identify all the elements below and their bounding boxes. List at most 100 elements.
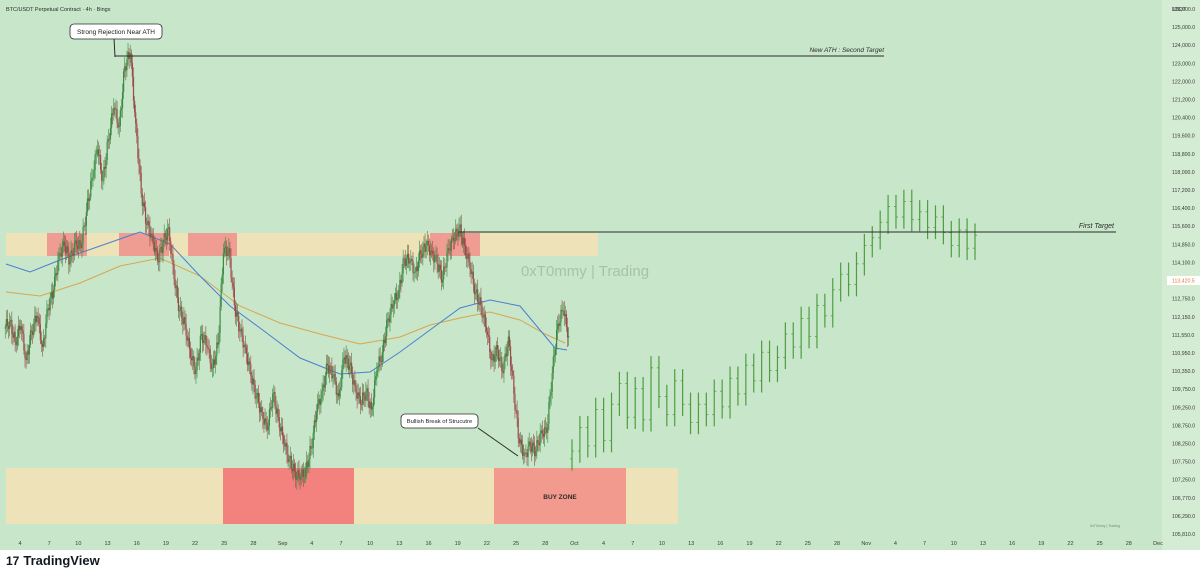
candle-body xyxy=(410,259,412,262)
candle-body xyxy=(49,297,51,311)
candle-body xyxy=(379,356,381,361)
candle-body xyxy=(401,273,403,284)
candle-body xyxy=(216,342,218,356)
price-tick-label: 125,000.0 xyxy=(1172,25,1195,31)
candle-body xyxy=(94,154,96,170)
candle-body xyxy=(277,408,279,418)
candle-body xyxy=(414,271,416,273)
currency-label: USDT xyxy=(1172,7,1186,13)
candle-body xyxy=(534,445,536,457)
candle-body xyxy=(284,443,286,447)
candle-body xyxy=(199,335,201,353)
candle-body xyxy=(519,439,522,444)
candle-body xyxy=(480,297,482,306)
candle-body xyxy=(563,310,565,317)
candle-body xyxy=(531,442,534,452)
candle-body xyxy=(540,430,542,433)
candle-body xyxy=(239,331,241,332)
candle-body xyxy=(489,336,491,353)
candle-body xyxy=(422,246,424,259)
candle-body xyxy=(110,113,113,128)
candle-body xyxy=(169,227,171,242)
candle-body xyxy=(439,264,442,270)
second-target-label: New ATH : Second Target xyxy=(809,47,885,54)
candle-body xyxy=(437,263,439,272)
price-axis[interactable] xyxy=(1162,0,1200,550)
candle-body xyxy=(40,340,43,344)
candle-body xyxy=(115,109,117,110)
tradingview-logo[interactable]: 17 TradingView xyxy=(6,553,100,568)
price-tick-label: 124,000.0 xyxy=(1172,43,1195,49)
candle-body xyxy=(503,361,505,374)
candle-body xyxy=(333,373,335,376)
candle-body xyxy=(481,305,483,317)
candle-body xyxy=(554,349,557,356)
candle-body xyxy=(279,427,281,432)
candle-body xyxy=(209,349,211,364)
price-tick-label: 117,200.0 xyxy=(1172,188,1195,194)
price-tick-label: 107,750.0 xyxy=(1172,460,1195,466)
candle-body xyxy=(201,334,204,344)
candle-body xyxy=(269,407,272,410)
candle-body xyxy=(9,321,11,329)
candle-body xyxy=(224,246,227,248)
candle-body xyxy=(39,323,41,341)
candle-body xyxy=(112,113,114,115)
candle-body xyxy=(465,245,467,256)
candle-body xyxy=(242,335,244,348)
candle-body xyxy=(212,359,215,368)
time-tick-label: 4 xyxy=(894,541,897,547)
tradingview-mark-icon: 17 xyxy=(6,554,20,568)
candle-body xyxy=(217,342,219,345)
candle-body xyxy=(135,112,137,124)
candle-body xyxy=(539,432,541,446)
time-tick-label: Oct xyxy=(570,541,579,547)
candle-body xyxy=(295,471,297,480)
candle-body xyxy=(208,348,210,350)
candle-body xyxy=(560,309,562,323)
candle-body xyxy=(389,314,391,323)
candle-body xyxy=(103,166,105,181)
candle-body xyxy=(125,66,127,71)
candle-body xyxy=(473,284,475,295)
candle-body xyxy=(23,333,25,351)
time-tick-label: 19 xyxy=(1038,541,1044,547)
candle-body xyxy=(448,248,450,250)
candle-body xyxy=(317,403,319,413)
candle-body xyxy=(131,62,134,77)
candle-body xyxy=(506,347,508,357)
candle-body xyxy=(268,409,271,426)
candle-body xyxy=(241,328,243,336)
candle-body xyxy=(14,331,16,342)
candle-body xyxy=(20,326,22,331)
resistance-zone xyxy=(6,233,598,256)
candle-body xyxy=(211,367,214,369)
time-tick-label: 7 xyxy=(923,541,926,547)
candle-body xyxy=(331,366,333,379)
candle-body xyxy=(140,172,142,194)
candle-body xyxy=(144,207,147,224)
candle-body xyxy=(47,308,49,310)
candle-body xyxy=(568,336,570,338)
candle-body xyxy=(551,373,553,392)
candle-body xyxy=(299,478,301,480)
candle-body xyxy=(178,310,181,312)
candle-body xyxy=(53,276,56,290)
footer-bar: 17 TradingView xyxy=(0,550,1200,570)
candle-body xyxy=(227,252,229,256)
candle-body xyxy=(5,319,7,328)
candle-body xyxy=(505,353,507,357)
candle-body xyxy=(511,366,513,371)
resistance-block-1 xyxy=(47,233,87,256)
candle-body xyxy=(549,395,551,403)
time-tick-label: 10 xyxy=(951,541,957,547)
candle-body xyxy=(81,243,83,249)
candle-body xyxy=(162,243,164,253)
candle-body xyxy=(445,266,447,268)
candle-body xyxy=(18,325,21,331)
candle-body xyxy=(528,441,530,447)
candle-body xyxy=(391,303,393,309)
candle-body xyxy=(423,243,425,247)
price-chart[interactable]: 0xT0mmy | Trading New ATH : Second Targe… xyxy=(0,0,1200,550)
candle-body xyxy=(456,228,458,232)
